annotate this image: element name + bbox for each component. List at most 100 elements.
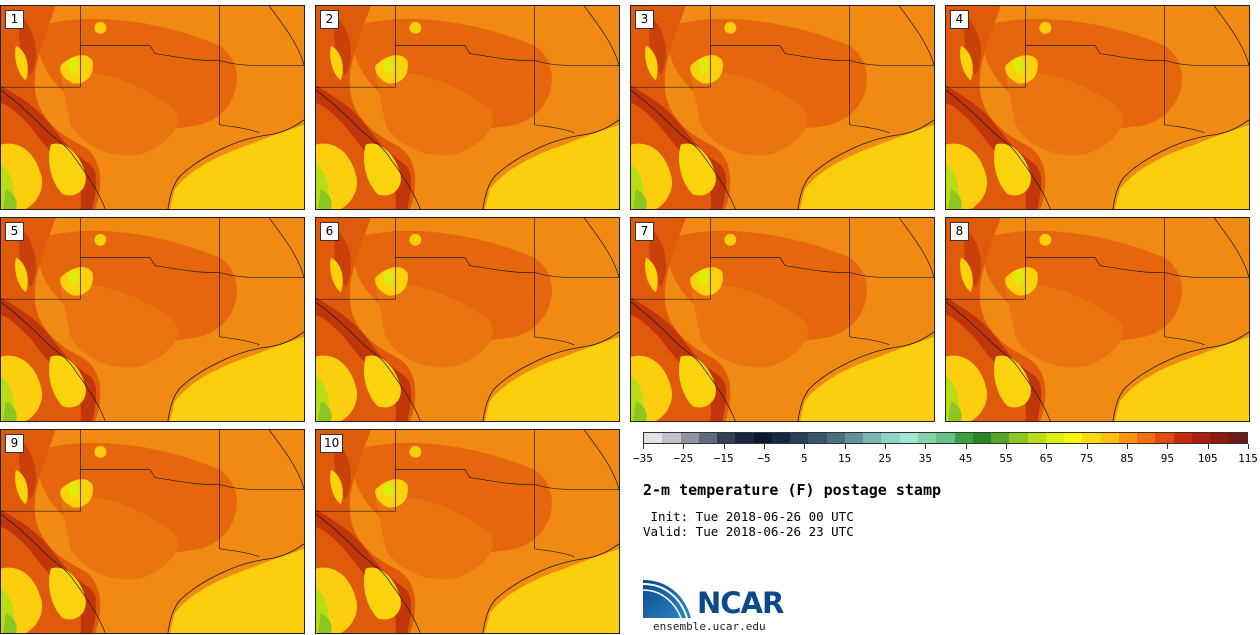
ensemble-member-map-3: 3 [630,5,935,210]
temperature-map [1,6,304,209]
ensemble-member-map-6: 6 [315,217,620,422]
member-number: 4 [950,10,969,29]
colorbar-tick-mark [804,444,806,449]
ensemble-member-map-7: 7 [630,217,935,422]
colorbar-swatch [1191,433,1211,443]
colorbar-swatch [1173,433,1192,443]
temperature-map [631,6,934,209]
ensemble-member-map-8: 8 [945,217,1250,422]
logo-text: NCAR [697,586,784,620]
colorbar-tick-label: −15 [713,452,734,465]
member-number: 10 [320,434,344,453]
colorbar-tick-label: 85 [1120,452,1134,465]
colorbar-tick-mark [1046,444,1048,449]
ensemble-member-map-2: 2 [315,5,620,210]
colorbar-ticks: −35 −25 −15 −5 5 15 25 35 45 55 65 75 85 95 105 115 [633,444,1258,468]
temperature-map [316,430,619,633]
colorbar-tick-mark [1167,444,1169,449]
colorbar-tick-mark [1086,444,1088,449]
ensemble-member-map-5: 5 [0,217,305,422]
colorbar-tick-label: −5 [757,452,771,465]
member-number: 2 [320,10,339,29]
colorbar-tick-mark [885,444,886,449]
ncar-logo-icon [643,580,691,619]
colorbar-tick-label: 105 [1197,452,1218,465]
ensemble-member-map-1: 1 [0,5,305,210]
colorbar-swatch [936,433,955,443]
colorbar-swatch [1082,433,1101,443]
member-number: 8 [950,222,969,241]
colorbar-tick-label: 15 [838,452,852,465]
colorbar-tick-label: 25 [878,452,892,465]
colorbar-swatch [899,433,918,443]
colorbar-tick-label: 65 [1039,452,1053,465]
colorbar-tick-label: 5 [801,452,808,465]
colorbar-swatch [680,433,699,443]
colorbar-swatch [844,433,864,443]
colorbar-swatch [771,433,791,443]
colorbar-swatch [1027,433,1046,443]
colorbar-tick-mark [643,444,644,449]
colorbar-swatch [717,433,736,443]
colorbar-swatch [1100,433,1119,443]
member-number: 7 [635,222,654,241]
ensemble-member-map-9: 9 [0,429,305,634]
colorbar-tick-label: 115 [1238,452,1258,465]
colorbar-tick-label: 45 [959,452,973,465]
colorbar-tick-label: 35 [918,452,932,465]
temperature-map [946,6,1249,209]
colorbar-swatch [972,433,992,443]
colorbar-swatch [1210,433,1229,443]
colorbar-tick-label: 55 [999,452,1013,465]
colorbar-swatch [644,433,663,443]
colorbar-swatch [954,433,973,443]
colorbar-swatch [753,433,772,443]
temperature-map [631,218,934,421]
ensemble-member-map-10: 10 [315,429,620,634]
colorbar-swatch [917,433,937,443]
colorbar-tick-label: 95 [1160,452,1174,465]
colorbar-tick-mark [965,444,967,449]
colorbar-swatch [698,433,718,443]
colorbar-tick-mark [683,444,685,449]
colorbar-swatch [808,433,827,443]
website-url: ensemble.ucar.edu [653,620,766,633]
member-number: 1 [5,10,24,29]
member-number: 6 [320,222,339,241]
colorbar-swatch [662,433,681,443]
colorbar-tick-label: 75 [1080,452,1094,465]
colorbar-tick-label: −25 [673,452,694,465]
member-number: 3 [635,10,654,29]
colorbar-tick-mark [764,444,765,449]
colorbar-tick-mark [723,444,725,449]
colorbar-swatch [826,433,845,443]
colorbar-tick-mark [925,444,927,449]
colorbar-tick-mark [1127,444,1128,449]
colorbar-swatch [1155,433,1174,443]
temperature-map [316,218,619,421]
colorbar-swatch [735,433,754,443]
colorbar-tick-mark [844,444,846,449]
ensemble-member-map-4: 4 [945,5,1250,210]
colorbar-tick-label: −35 [633,452,653,465]
colorbar-swatch [1064,433,1083,443]
colorbar-swatch [1228,433,1247,443]
temperature-colorbar [643,432,1248,444]
colorbar-swatch [881,433,900,443]
colorbar-swatch [1009,433,1028,443]
temperature-map [316,6,619,209]
init-time: Init: Tue 2018-06-26 00 UTC [643,509,854,524]
colorbar-tick-mark [1248,444,1249,449]
member-number: 9 [5,434,24,453]
colorbar-tick-mark [1207,444,1209,449]
temperature-map [1,218,304,421]
colorbar-swatch [991,433,1010,443]
figure-title: 2-m temperature (F) postage stamp [643,481,942,499]
temperature-map [946,218,1249,421]
colorbar-swatch [1118,433,1138,443]
colorbar-swatch [1137,433,1156,443]
colorbar-swatch [863,433,882,443]
colorbar-swatch [790,433,809,443]
member-number: 5 [5,222,24,241]
colorbar-tick-mark [1006,444,1007,449]
